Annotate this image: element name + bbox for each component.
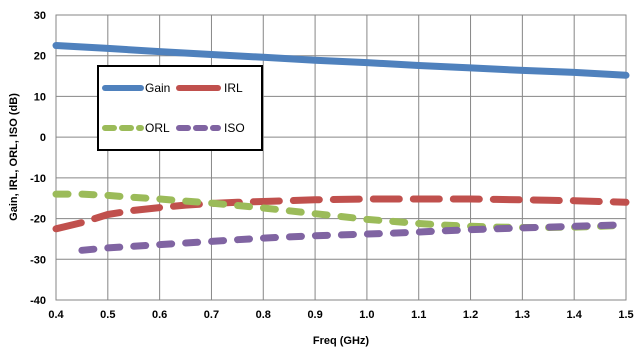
x-tick-label: 1.4 <box>567 309 583 321</box>
legend-label-iso: ISO <box>224 121 245 135</box>
x-tick-label: 0.8 <box>256 309 271 321</box>
y-tick-label: 30 <box>34 10 46 22</box>
y-axis-title: Gain, IRL, ORL, ISO (dB) <box>8 93 20 221</box>
series-line-irl <box>52 195 630 233</box>
x-tick-label: 0.9 <box>307 309 322 321</box>
legend-item-iso: ISO <box>176 121 245 135</box>
y-tick-label: -10 <box>30 173 46 185</box>
y-tick-label: 10 <box>34 91 46 103</box>
y-tick-label: -40 <box>30 295 46 307</box>
x-tick-label: 1.0 <box>359 309 374 321</box>
series-line-gain <box>52 42 630 79</box>
legend-item-irl: IRL <box>176 81 243 95</box>
x-axis-ticks: 0.4 0.5 0.6 0.7 0.8 0.9 1.0 1.1 1.2 1.3 1.4 1.5 <box>48 309 633 321</box>
plot-area <box>55 14 627 301</box>
y-tick-label: 20 <box>34 51 46 63</box>
y-tick-label: -30 <box>30 254 46 266</box>
x-tick-label: 1.1 <box>411 309 426 321</box>
x-tick-label: 1.3 <box>515 309 530 321</box>
x-tick-label: 0.4 <box>48 309 64 321</box>
legend-label-gain: Gain <box>145 81 170 95</box>
series-layer <box>52 42 630 254</box>
series-line-iso <box>78 221 630 254</box>
x-tick-label: 0.7 <box>204 309 219 321</box>
legend: Gain IRL ORL ISO <box>97 65 263 151</box>
y-tick-label: 0 <box>40 132 46 144</box>
x-tick-label: 0.5 <box>100 309 115 321</box>
x-tick-label: 1.2 <box>463 309 478 321</box>
legend-label-orl: ORL <box>145 121 170 135</box>
y-axis-ticks: 30 20 10 0 -10 -20 -30 -40 <box>30 10 46 307</box>
legend-item-orl: ORL <box>102 121 170 135</box>
x-axis-title: Freq (GHz) <box>313 335 370 347</box>
x-tick-label: 0.6 <box>152 309 167 321</box>
legend-item-gain: Gain <box>102 81 170 95</box>
y-tick-label: -20 <box>30 214 46 226</box>
legend-label-irl: IRL <box>224 81 243 95</box>
legend-box <box>97 65 263 151</box>
x-tick-label: 1.5 <box>618 309 633 321</box>
